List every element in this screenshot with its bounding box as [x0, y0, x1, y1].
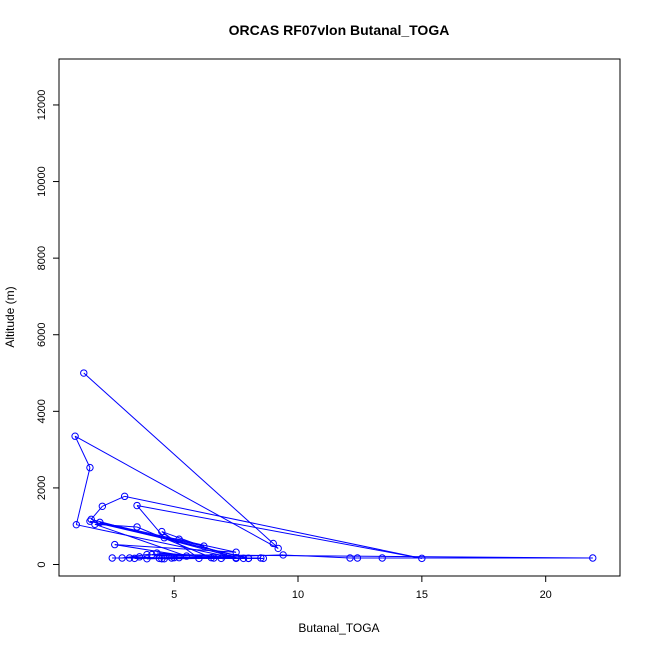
- data-point: [175, 553, 183, 562]
- data-point: [210, 554, 218, 562]
- data-point: [86, 463, 94, 472]
- y-tick-label: 2000: [36, 476, 48, 500]
- y-tick-label: 4000: [36, 399, 48, 423]
- data-point: [158, 555, 166, 563]
- x-tick-label: 5: [171, 589, 177, 601]
- series-points: [71, 369, 597, 563]
- data-point: [148, 550, 156, 559]
- data-point: [120, 492, 129, 501]
- series-segment: [161, 531, 237, 559]
- data-point: [160, 555, 168, 563]
- series-segment: [151, 554, 593, 559]
- data-point: [96, 518, 104, 527]
- x-axis: 5 10 15 20: [171, 575, 552, 601]
- data-point: [91, 520, 99, 528]
- data-point: [135, 553, 144, 561]
- data-point: [87, 515, 95, 524]
- series-segment: [124, 495, 422, 559]
- y-tick-label: 8000: [36, 246, 48, 270]
- data-point: [195, 554, 203, 563]
- series-segment: [136, 526, 212, 559]
- data-point: [72, 520, 81, 529]
- chart-title: ORCAS RF07vlon Butanal_TOGA: [229, 22, 450, 38]
- y-tick-label: 10000: [36, 166, 48, 197]
- y-axis-label: Altitude (m): [3, 286, 17, 347]
- data-point: [378, 554, 386, 562]
- data-point: [207, 553, 216, 562]
- data-point: [118, 554, 126, 562]
- data-point: [130, 554, 139, 563]
- series-segment: [161, 531, 200, 559]
- x-tick-label: 10: [292, 589, 304, 601]
- data-point: [111, 540, 119, 549]
- series-segment: [102, 495, 125, 507]
- data-point: [346, 554, 354, 562]
- data-point: [98, 502, 107, 511]
- data-point: [589, 554, 597, 562]
- data-point: [259, 554, 268, 563]
- series-lines: [74, 372, 593, 560]
- data-point: [244, 554, 253, 563]
- data-point: [257, 554, 265, 562]
- x-axis-label: Butanal_TOGA: [298, 621, 379, 635]
- y-axis: 0 2000 4000 6000 8000 10000 12000: [36, 90, 60, 568]
- series-segment: [74, 435, 279, 549]
- data-point: [217, 554, 225, 563]
- series-segment: [90, 505, 103, 520]
- data-point: [279, 551, 287, 559]
- data-point: [232, 554, 240, 563]
- y-tick-label: 6000: [36, 322, 48, 346]
- series-segment: [99, 521, 237, 553]
- series-segment: [83, 372, 274, 544]
- data-point: [143, 550, 151, 559]
- data-point: [353, 554, 362, 562]
- x-tick-label: 15: [416, 589, 428, 601]
- data-point: [108, 554, 116, 562]
- data-point: [269, 539, 277, 548]
- x-tick-label: 20: [540, 589, 552, 601]
- series-segment: [74, 436, 91, 468]
- y-tick-label: 12000: [36, 90, 48, 121]
- y-tick-label: 0: [36, 561, 48, 567]
- series-segment: [136, 505, 165, 539]
- data-point: [182, 552, 191, 560]
- data-point: [239, 554, 248, 563]
- data-point: [160, 534, 168, 542]
- data-point: [158, 527, 166, 536]
- series-segment: [94, 523, 187, 557]
- data-point: [167, 554, 176, 562]
- plot-frame: [58, 58, 621, 577]
- data-point: [418, 554, 426, 563]
- data-point: [71, 432, 79, 440]
- data-point: [133, 523, 141, 531]
- data-point: [175, 535, 183, 543]
- data-point: [125, 554, 134, 562]
- data-point: [80, 369, 88, 377]
- data-point: [170, 553, 178, 562]
- series-segment: [136, 505, 422, 559]
- data-point: [143, 555, 151, 563]
- data-point: [274, 544, 282, 553]
- data-point: [200, 542, 208, 550]
- data-point: [153, 549, 161, 557]
- series-segment: [76, 524, 224, 557]
- data-point: [133, 501, 141, 510]
- series-segment: [75, 467, 91, 525]
